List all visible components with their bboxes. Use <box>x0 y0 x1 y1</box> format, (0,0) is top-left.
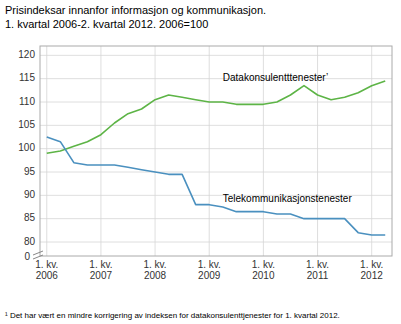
x-tick-label-line: 2010 <box>252 270 275 281</box>
y-tick-label: 80 <box>24 236 36 247</box>
footnote: ¹ Det har vært en mindre korrigering av … <box>5 311 340 320</box>
grid <box>40 46 392 256</box>
x-tick-label: 1. kv.2007 <box>89 259 112 281</box>
x-grid-line <box>155 46 156 256</box>
chart: Prisindeksar innanfor informasjon og kom… <box>0 0 401 324</box>
x-tick-label-line: 1. kv. <box>360 259 383 270</box>
axis-break <box>33 251 43 255</box>
plot-frame <box>40 46 392 256</box>
y-grid-line <box>40 172 392 173</box>
x-tick-label: 1. kv.2006 <box>35 259 58 281</box>
y-tick-label: 120 <box>18 49 35 60</box>
x-tick-label-line: 1. kv. <box>198 259 221 270</box>
x-tick-label: 1. kv.2008 <box>143 259 166 281</box>
series-line <box>47 81 385 153</box>
x-tick-label-line: 1. kv. <box>89 259 112 270</box>
y-grid-line <box>40 242 392 243</box>
x-grid-line <box>371 46 372 256</box>
x-tick-label-line: 1. kv. <box>252 259 275 270</box>
x-grid-line <box>46 46 47 256</box>
series-label: Telekommunikasjonstenester <box>223 193 353 204</box>
y-grid-line <box>40 148 392 149</box>
x-grid-line <box>100 46 101 256</box>
series-label: Datakonsulentttenester’ <box>223 72 328 83</box>
y-grid-line <box>40 125 392 126</box>
y-tick-label: 90 <box>24 189 36 200</box>
subtitle: 1. kvartal 2006-2. kvartal 2012. 2006=10… <box>5 18 208 30</box>
x-tick-label-line: 2012 <box>361 270 384 281</box>
y-tick-label: 105 <box>18 119 35 130</box>
x-tick-label-line: 2008 <box>144 270 167 281</box>
y-tick-label: 95 <box>24 166 36 177</box>
axis-break <box>33 255 43 259</box>
y-tick-label: 110 <box>19 96 35 107</box>
y-tick-label: 115 <box>19 72 35 83</box>
title: Prisindeksar innanfor informasjon og kom… <box>5 4 266 16</box>
y-tick-label: 85 <box>24 212 36 223</box>
x-tick-label: 1. kv.2011 <box>306 259 329 281</box>
x-tick-label: 1. kv.2010 <box>252 259 275 281</box>
x-tick-label-line: 2007 <box>90 270 113 281</box>
x-tick-label-line: 2009 <box>198 270 221 281</box>
x-tick-label-line: 2006 <box>36 270 59 281</box>
x-tick-label-line: 1. kv. <box>35 259 58 270</box>
x-tick-label: 1. kv.2009 <box>198 259 221 281</box>
y-grid-line <box>40 78 392 79</box>
x-tick-label-line: 1. kv. <box>306 259 329 270</box>
x-tick-label-line: 1. kv. <box>143 259 166 270</box>
x-tick-label: 1. kv.2012 <box>360 259 383 281</box>
axis-break-label: 0 <box>24 251 30 262</box>
y-grid-line <box>40 55 392 56</box>
x-grid-line <box>209 46 210 256</box>
x-tick-label-line: 2011 <box>307 270 329 281</box>
series-line <box>47 137 385 235</box>
lines <box>47 81 385 235</box>
y-tick-label: 100 <box>18 142 35 153</box>
